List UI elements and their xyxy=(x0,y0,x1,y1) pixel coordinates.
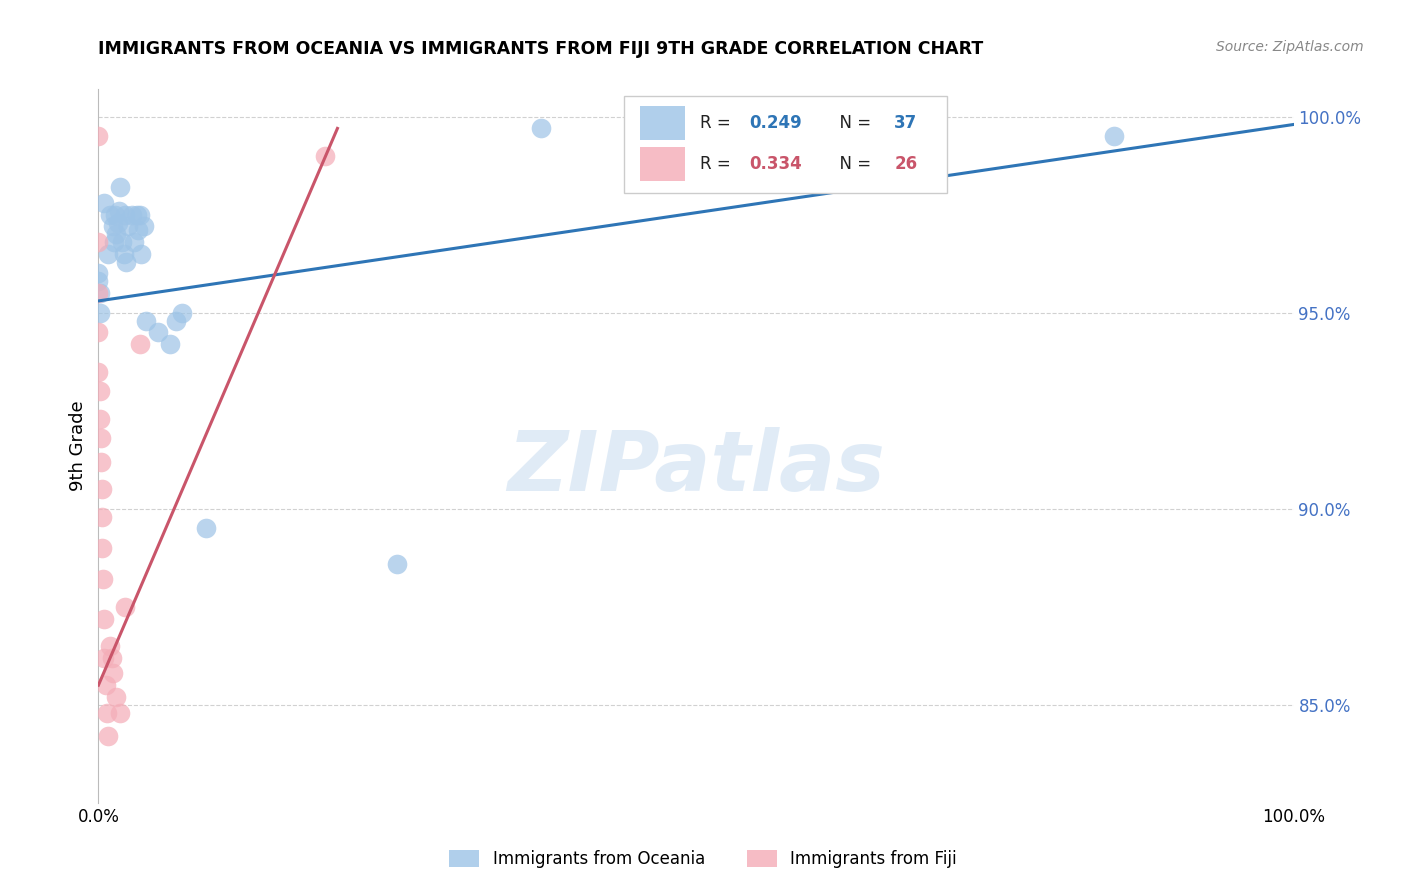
Point xyxy=(159,337,181,351)
Point xyxy=(114,599,136,614)
Point xyxy=(101,666,124,681)
Point xyxy=(108,180,131,194)
Point xyxy=(100,650,122,665)
Point xyxy=(107,215,129,229)
Point xyxy=(89,306,111,320)
Point xyxy=(117,219,139,234)
FancyBboxPatch shape xyxy=(640,105,685,140)
Point xyxy=(1102,129,1125,144)
Point xyxy=(315,149,337,163)
Point xyxy=(93,611,115,625)
Point xyxy=(90,455,112,469)
Point xyxy=(94,678,117,692)
Text: N =: N = xyxy=(828,114,876,132)
Y-axis label: 9th Grade: 9th Grade xyxy=(69,401,87,491)
Text: R =: R = xyxy=(700,155,735,173)
Text: 37: 37 xyxy=(894,114,918,132)
Point xyxy=(108,706,131,720)
Point xyxy=(148,326,170,340)
Point xyxy=(115,254,138,268)
Point xyxy=(98,639,122,653)
Point xyxy=(97,247,120,261)
Point xyxy=(129,337,152,351)
Text: ZIPatlas: ZIPatlas xyxy=(508,427,884,508)
Point xyxy=(96,706,118,720)
Point xyxy=(87,235,110,249)
Point xyxy=(385,557,409,571)
Text: 0.249: 0.249 xyxy=(749,114,803,132)
Point xyxy=(91,509,114,524)
Point xyxy=(165,313,187,327)
Point xyxy=(132,219,155,234)
Point xyxy=(121,208,143,222)
Point xyxy=(125,208,148,222)
Point xyxy=(93,195,115,210)
Text: 26: 26 xyxy=(894,155,918,173)
Point xyxy=(127,223,149,237)
Point xyxy=(135,313,157,327)
Point xyxy=(87,274,110,288)
Text: N =: N = xyxy=(828,155,876,173)
Point xyxy=(87,364,110,378)
Point xyxy=(107,203,129,218)
Point xyxy=(111,235,134,249)
Point xyxy=(89,411,111,425)
Point xyxy=(87,129,110,144)
Point xyxy=(91,541,114,555)
Point xyxy=(104,208,127,222)
Point xyxy=(105,227,128,242)
Point xyxy=(90,431,112,445)
FancyBboxPatch shape xyxy=(624,96,948,193)
FancyBboxPatch shape xyxy=(640,147,685,181)
Point xyxy=(98,208,122,222)
Point xyxy=(89,384,111,398)
Point xyxy=(129,208,152,222)
Point xyxy=(172,306,194,320)
Point xyxy=(87,326,110,340)
Text: IMMIGRANTS FROM OCEANIA VS IMMIGRANTS FROM FIJI 9TH GRADE CORRELATION CHART: IMMIGRANTS FROM OCEANIA VS IMMIGRANTS FR… xyxy=(98,40,984,58)
Text: R =: R = xyxy=(700,114,735,132)
Point xyxy=(97,729,120,743)
Point xyxy=(131,247,153,261)
Point xyxy=(87,286,110,301)
Text: Source: ZipAtlas.com: Source: ZipAtlas.com xyxy=(1216,40,1364,54)
Legend: Immigrants from Oceania, Immigrants from Fiji: Immigrants from Oceania, Immigrants from… xyxy=(443,843,963,875)
Point xyxy=(87,267,110,281)
Point xyxy=(93,650,115,665)
Point xyxy=(529,121,551,136)
Point xyxy=(101,219,124,234)
Point xyxy=(114,208,136,222)
Point xyxy=(103,235,125,249)
Point xyxy=(91,482,114,496)
Point xyxy=(194,521,218,535)
Point xyxy=(900,118,922,132)
Point xyxy=(124,235,146,249)
Point xyxy=(89,286,111,301)
Point xyxy=(91,572,114,586)
Point xyxy=(105,690,128,704)
Point xyxy=(745,137,768,152)
Text: 0.334: 0.334 xyxy=(749,155,803,173)
Point xyxy=(112,247,135,261)
